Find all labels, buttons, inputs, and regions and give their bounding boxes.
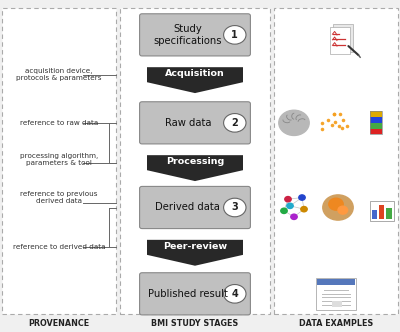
- FancyBboxPatch shape: [140, 187, 250, 228]
- Bar: [120, 8, 270, 314]
- Bar: [370, 117, 382, 123]
- Text: 1: 1: [232, 30, 238, 40]
- Point: [324, 117, 331, 122]
- Polygon shape: [147, 155, 243, 181]
- Bar: [386, 208, 392, 219]
- Bar: [379, 205, 384, 219]
- Bar: [370, 111, 382, 134]
- Bar: [372, 210, 377, 219]
- Text: Raw data: Raw data: [164, 118, 211, 128]
- Circle shape: [287, 203, 293, 208]
- Circle shape: [224, 26, 246, 44]
- Point: [336, 123, 342, 128]
- Text: Derived data: Derived data: [155, 203, 220, 212]
- Point: [331, 111, 337, 117]
- Bar: [317, 279, 355, 285]
- Circle shape: [329, 198, 343, 210]
- Text: Acquisition: Acquisition: [165, 69, 225, 78]
- Bar: [2, 8, 116, 314]
- Bar: [332, 301, 342, 307]
- Circle shape: [224, 198, 246, 217]
- Bar: [370, 129, 382, 134]
- Text: Study
specifications: Study specifications: [154, 24, 222, 46]
- Circle shape: [281, 208, 287, 213]
- Text: Processing: Processing: [166, 157, 224, 166]
- Text: Published result: Published result: [148, 289, 228, 299]
- Text: PROVENANCE: PROVENANCE: [28, 319, 90, 328]
- Bar: [386, 208, 392, 219]
- Bar: [370, 201, 394, 221]
- Polygon shape: [147, 67, 243, 93]
- Circle shape: [285, 197, 291, 202]
- Point: [319, 121, 325, 126]
- Polygon shape: [147, 240, 243, 266]
- Bar: [370, 111, 382, 117]
- Point: [329, 122, 336, 127]
- Point: [319, 126, 325, 132]
- Text: 4: 4: [232, 289, 238, 299]
- FancyBboxPatch shape: [316, 278, 356, 310]
- Circle shape: [338, 206, 348, 214]
- Text: reference to derived data: reference to derived data: [13, 244, 105, 250]
- FancyBboxPatch shape: [140, 102, 250, 144]
- Text: 2: 2: [232, 118, 238, 128]
- Point: [332, 119, 338, 124]
- Circle shape: [301, 207, 307, 212]
- Text: processing algorithm,
parameters & tool: processing algorithm, parameters & tool: [20, 153, 98, 166]
- Circle shape: [323, 195, 353, 220]
- Text: Peer-review: Peer-review: [163, 242, 227, 251]
- Bar: [379, 205, 384, 219]
- Circle shape: [299, 195, 305, 200]
- Circle shape: [291, 214, 297, 219]
- Text: BMI STUDY STAGES: BMI STUDY STAGES: [151, 319, 239, 328]
- Point: [339, 126, 345, 131]
- FancyBboxPatch shape: [330, 27, 350, 54]
- Text: reference to previous
derived data: reference to previous derived data: [20, 191, 98, 204]
- Text: DATA EXAMPLES: DATA EXAMPLES: [299, 319, 373, 328]
- Circle shape: [279, 110, 309, 135]
- Bar: [274, 8, 398, 314]
- Point: [339, 118, 346, 123]
- FancyBboxPatch shape: [140, 14, 250, 56]
- Bar: [370, 123, 382, 129]
- Point: [337, 112, 344, 117]
- Text: 3: 3: [232, 203, 238, 212]
- FancyBboxPatch shape: [140, 273, 250, 315]
- Circle shape: [224, 114, 246, 132]
- Circle shape: [224, 285, 246, 303]
- Point: [344, 123, 350, 128]
- Text: acquisition device,
protocols & parameters: acquisition device, protocols & paramete…: [16, 68, 102, 81]
- Text: reference to raw data: reference to raw data: [20, 120, 98, 126]
- FancyBboxPatch shape: [333, 24, 353, 52]
- Point: [331, 111, 337, 116]
- Bar: [372, 210, 377, 219]
